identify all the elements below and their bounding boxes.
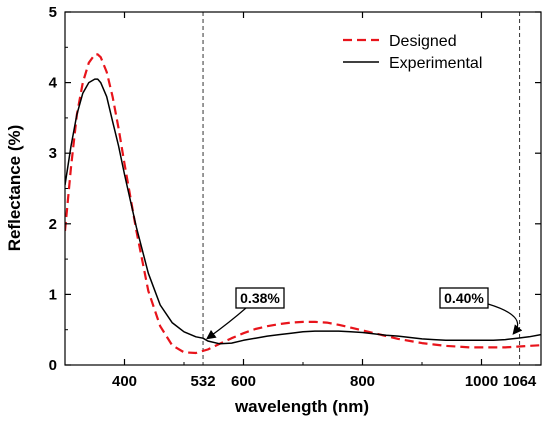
annotation-label: 0.38% <box>240 290 280 306</box>
annotation-box <box>235 287 285 309</box>
x-tick-label: 800 <box>350 373 375 390</box>
y-tick-label: 2 <box>49 216 57 233</box>
y-axis-title: Reflectance (%) <box>5 125 24 252</box>
annotation-box <box>439 287 489 309</box>
x-marker-label-532: 532 <box>191 373 216 390</box>
y-tick-label: 4 <box>49 75 58 92</box>
x-tick-label: 600 <box>231 373 256 390</box>
annotation-arrow <box>206 307 247 340</box>
x-axis-title: wavelength (nm) <box>234 397 369 416</box>
y-tick-label: 3 <box>49 145 57 162</box>
legend-label-designed: Designed <box>389 33 457 50</box>
legend-label-experimental: Experimental <box>389 55 482 72</box>
annotation-arrow <box>487 303 523 335</box>
y-tick-label: 5 <box>49 4 57 21</box>
x-marker-label-1064: 1064 <box>503 373 537 390</box>
annotation-label: 0.40% <box>444 290 484 306</box>
x-tick-label: 400 <box>112 373 137 390</box>
y-tick-label: 1 <box>49 286 57 303</box>
series-line-experimental <box>65 78 541 345</box>
y-tick-label: 0 <box>49 357 57 374</box>
x-tick-label: 1000 <box>465 373 498 390</box>
series-line-designed <box>65 53 541 355</box>
